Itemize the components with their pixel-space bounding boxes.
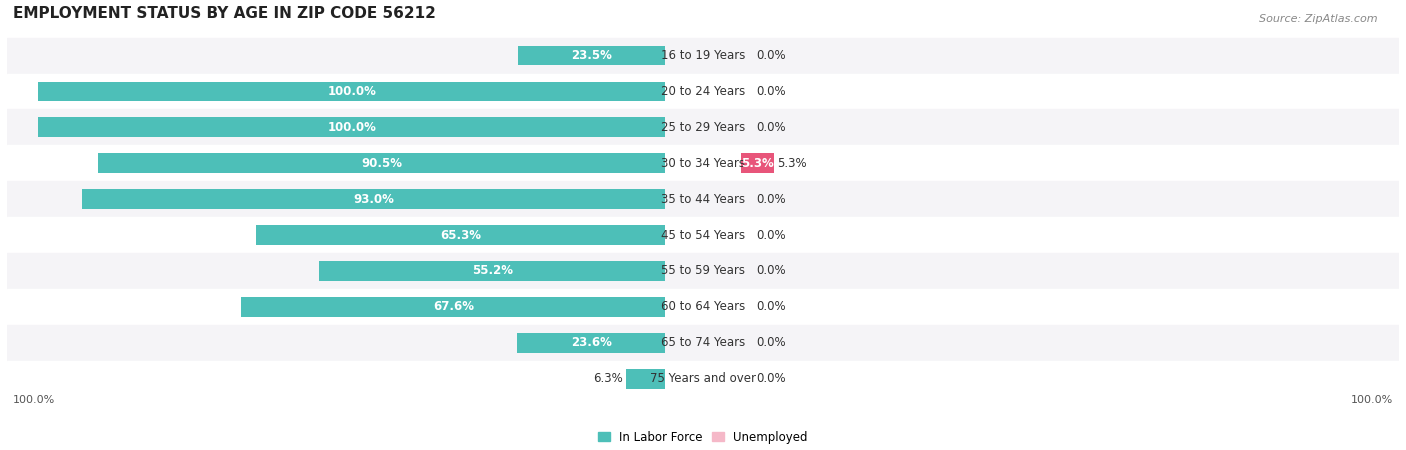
Text: 6.3%: 6.3% bbox=[593, 372, 623, 385]
Text: 75 Years and over: 75 Years and over bbox=[650, 372, 756, 385]
Bar bbox=[98, 153, 665, 173]
Bar bbox=[38, 117, 665, 137]
Text: 35 to 44 Years: 35 to 44 Years bbox=[661, 193, 745, 206]
Text: 65.3%: 65.3% bbox=[440, 229, 481, 242]
Text: 0.0%: 0.0% bbox=[756, 265, 786, 278]
Text: Source: ZipAtlas.com: Source: ZipAtlas.com bbox=[1260, 14, 1378, 23]
Text: 23.6%: 23.6% bbox=[571, 336, 612, 349]
Text: 100.0%: 100.0% bbox=[1351, 395, 1393, 405]
Bar bbox=[626, 369, 665, 388]
Text: 20 to 24 Years: 20 to 24 Years bbox=[661, 85, 745, 98]
Text: 65 to 74 Years: 65 to 74 Years bbox=[661, 336, 745, 349]
Bar bbox=[7, 325, 1399, 361]
Text: 67.6%: 67.6% bbox=[433, 300, 474, 313]
Text: 5.3%: 5.3% bbox=[741, 157, 773, 170]
Text: 25 to 29 Years: 25 to 29 Years bbox=[661, 121, 745, 134]
Text: 0.0%: 0.0% bbox=[756, 336, 786, 349]
Bar bbox=[517, 46, 665, 65]
Bar bbox=[7, 361, 1399, 396]
Bar bbox=[741, 153, 773, 173]
Text: 45 to 54 Years: 45 to 54 Years bbox=[661, 229, 745, 242]
Bar bbox=[38, 81, 665, 101]
Text: 100.0%: 100.0% bbox=[13, 395, 55, 405]
Text: 0.0%: 0.0% bbox=[756, 193, 786, 206]
Text: 5.3%: 5.3% bbox=[778, 157, 807, 170]
Bar bbox=[242, 297, 665, 317]
Bar bbox=[7, 109, 1399, 145]
Text: 0.0%: 0.0% bbox=[756, 300, 786, 313]
Text: 55.2%: 55.2% bbox=[472, 265, 513, 278]
Bar bbox=[7, 73, 1399, 109]
Bar bbox=[256, 225, 665, 245]
Text: 100.0%: 100.0% bbox=[328, 121, 377, 134]
Text: 55 to 59 Years: 55 to 59 Years bbox=[661, 265, 745, 278]
Bar bbox=[7, 253, 1399, 289]
Bar bbox=[7, 181, 1399, 217]
Text: 0.0%: 0.0% bbox=[756, 229, 786, 242]
Bar bbox=[7, 289, 1399, 325]
Text: 0.0%: 0.0% bbox=[756, 372, 786, 385]
Text: 100.0%: 100.0% bbox=[328, 85, 377, 98]
Text: 60 to 64 Years: 60 to 64 Years bbox=[661, 300, 745, 313]
Text: 0.0%: 0.0% bbox=[756, 85, 786, 98]
Bar bbox=[7, 217, 1399, 253]
Bar bbox=[7, 38, 1399, 73]
Legend: In Labor Force, Unemployed: In Labor Force, Unemployed bbox=[595, 427, 811, 447]
Text: EMPLOYMENT STATUS BY AGE IN ZIP CODE 56212: EMPLOYMENT STATUS BY AGE IN ZIP CODE 562… bbox=[13, 6, 436, 22]
Bar bbox=[319, 261, 665, 281]
Bar bbox=[7, 145, 1399, 181]
Bar bbox=[82, 189, 665, 209]
Text: 93.0%: 93.0% bbox=[353, 193, 394, 206]
Text: 23.5%: 23.5% bbox=[571, 49, 612, 62]
Bar bbox=[517, 333, 665, 353]
Text: 16 to 19 Years: 16 to 19 Years bbox=[661, 49, 745, 62]
Text: 30 to 34 Years: 30 to 34 Years bbox=[661, 157, 745, 170]
Text: 0.0%: 0.0% bbox=[756, 49, 786, 62]
Text: 0.0%: 0.0% bbox=[756, 121, 786, 134]
Text: 90.5%: 90.5% bbox=[361, 157, 402, 170]
